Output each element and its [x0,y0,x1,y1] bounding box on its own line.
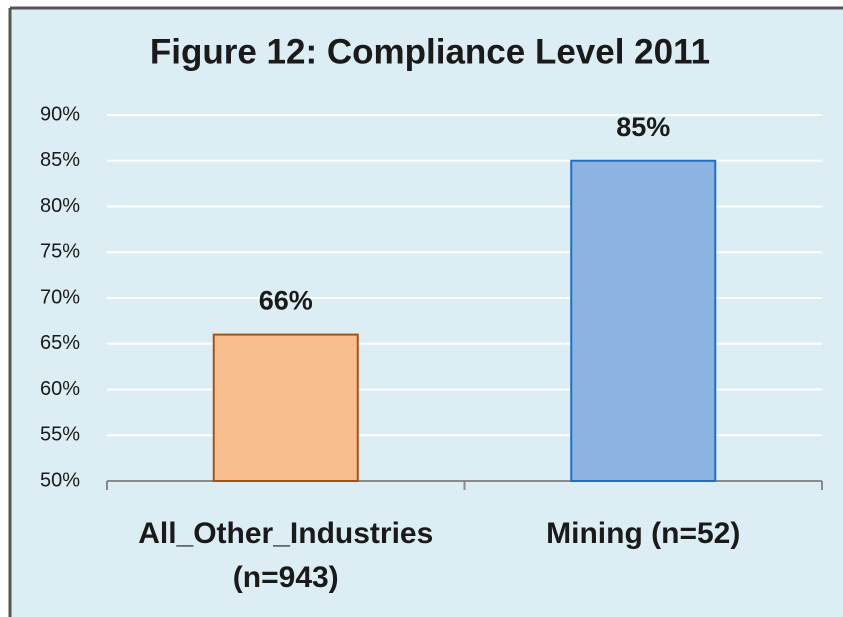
y-tick-label: 80% [40,195,80,217]
y-tick-label: 85% [40,149,80,171]
y-tick-label: 75% [40,241,80,263]
y-tick-label: 55% [40,424,80,446]
y-tick-label: 50% [40,469,80,491]
value-label: 85% [616,112,670,142]
y-tick-label: 65% [40,332,80,354]
y-tick-label: 70% [40,286,80,308]
x-tick-label: Mining (n=52) [546,517,741,550]
y-tick-label: 90% [40,103,80,125]
x-tick-label: All_Other_Industries (n=943) [138,517,434,594]
bar [570,159,717,482]
chart-title: Figure 12: Compliance Level 2011 [150,32,710,71]
value-label: 66% [259,286,313,316]
y-tick-label: 60% [40,378,80,400]
bar [212,333,359,482]
